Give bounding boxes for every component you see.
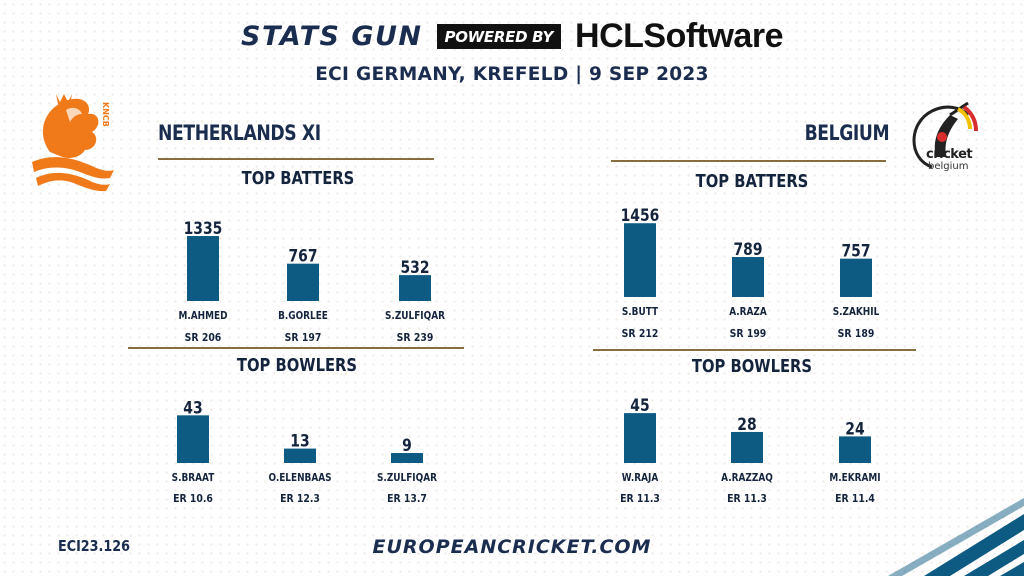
graphic-code: ECI23.126 bbox=[58, 537, 131, 555]
bar-szulfiqar bbox=[391, 453, 423, 463]
chart-bowlers-netherlands: 43 S.BRAAT ER 10.6 13 O.ELENBAAS ER 12.3 9 S.ZU… bbox=[172, 398, 438, 505]
chart-batters-belgium: 1456 S.BUTT SR 212 789 A.RAZA SR 199 757 S.ZAKH… bbox=[621, 206, 880, 340]
bar-bgorlee bbox=[287, 263, 319, 301]
player-name-label: W.RAJA bbox=[622, 472, 659, 484]
player-rate-label: ER 13.7 bbox=[387, 493, 427, 505]
player-name-label: A.RAZA bbox=[729, 306, 767, 318]
lion-icon bbox=[32, 94, 114, 192]
sponsor-logo-text: HCLSoftware bbox=[575, 16, 783, 55]
bar-szakhil bbox=[840, 258, 872, 297]
team-divider-left bbox=[158, 158, 434, 160]
bar-value-label: 1335 bbox=[184, 219, 223, 239]
team-name-netherlands: NETHERLANDS XI bbox=[158, 121, 321, 145]
bar-sbraat bbox=[177, 415, 209, 463]
player-name-label: O.ELENBAAS bbox=[268, 472, 331, 484]
player-rate-label: ER 11.4 bbox=[835, 493, 875, 505]
team-divider-right bbox=[611, 160, 886, 162]
section-title-bowlers-left: TOP BOWLERS bbox=[236, 355, 358, 376]
bar-mekrami bbox=[839, 436, 871, 463]
player-rate-label: SR 206 bbox=[185, 332, 222, 344]
bar-araza bbox=[732, 257, 764, 297]
section-title-batters-left: TOP BATTERS bbox=[241, 168, 355, 189]
bar-value-label: 532 bbox=[400, 258, 429, 278]
kncb-text: KNCB bbox=[101, 102, 110, 127]
player-rate-label: SR 212 bbox=[622, 328, 659, 340]
player-rate-label: ER 10.6 bbox=[173, 493, 213, 505]
bar-value-label: 767 bbox=[288, 246, 317, 266]
player-name-label: S.BUTT bbox=[622, 306, 659, 318]
section-divider-left bbox=[128, 347, 464, 349]
player-rate-label: SR 199 bbox=[730, 328, 767, 340]
player-name-label: B.GORLEE bbox=[278, 310, 328, 322]
venue-date: ECI GERMANY, KREFELD | 9 SEP 2023 bbox=[315, 64, 709, 85]
bar-value-label: 1456 bbox=[621, 206, 660, 226]
bar-value-label: 13 bbox=[290, 431, 309, 451]
bar-mahmed bbox=[187, 236, 219, 301]
powered-by-badge: POWERED BY bbox=[436, 23, 562, 49]
section-divider-right bbox=[593, 349, 916, 351]
chart-bowlers-belgium: 45 W.RAJA ER 11.3 28 A.RAZZAQ ER 11.3 24 M.EKRA… bbox=[620, 396, 881, 505]
bar-wraja bbox=[624, 413, 656, 463]
player-rate-label: ER 11.3 bbox=[727, 493, 767, 505]
section-title-batters-right: TOP BATTERS bbox=[695, 171, 809, 192]
player-name-label: M.EKRAMI bbox=[829, 472, 880, 484]
player-name-label: S.ZAKHIL bbox=[833, 306, 880, 318]
player-rate-label: SR 189 bbox=[838, 328, 875, 340]
player-rate-label: ER 12.3 bbox=[280, 493, 320, 505]
player-name-label: S.ZULFIQAR bbox=[385, 310, 445, 322]
bar-szulfiqar bbox=[399, 275, 431, 301]
bar-value-label: 43 bbox=[183, 398, 202, 418]
bar-oelenbaas bbox=[284, 448, 316, 463]
player-name-label: M.AHMED bbox=[179, 310, 228, 322]
bar-sbutt bbox=[624, 223, 656, 297]
bar-value-label: 24 bbox=[845, 419, 865, 439]
bar-value-label: 9 bbox=[402, 436, 412, 456]
bar-value-label: 45 bbox=[630, 396, 649, 416]
decorative-stripes bbox=[888, 498, 1024, 576]
player-name-label: A.RAZZAQ bbox=[721, 472, 773, 484]
team-name-belgium: BELGIUM bbox=[804, 121, 889, 145]
belgium-word: belgium bbox=[928, 161, 969, 172]
bar-arazzaq bbox=[731, 431, 763, 463]
bar-value-label: 789 bbox=[733, 240, 762, 260]
player-rate-label: SR 239 bbox=[397, 332, 434, 344]
bar-value-label: 28 bbox=[737, 415, 756, 435]
bar-value-label: 757 bbox=[841, 241, 870, 261]
cricket-belgium-icon bbox=[912, 101, 978, 169]
player-rate-label: SR 197 bbox=[285, 332, 322, 344]
player-name-label: S.BRAAT bbox=[172, 472, 215, 484]
cricket-word: cricket bbox=[926, 147, 973, 162]
cricket-belgium-logo: cricket belgium bbox=[902, 97, 998, 177]
player-rate-label: ER 11.3 bbox=[620, 493, 660, 505]
stats-gun-title: STATS GUN bbox=[241, 20, 423, 52]
section-title-bowlers-right: TOP BOWLERS bbox=[691, 356, 813, 377]
chart-batters-netherlands: 1335 M.AHMED SR 206 767 B.GORLEE SR 197 532 S.Z… bbox=[179, 219, 446, 345]
website-link[interactable]: EUROPEANCRICKET.COM bbox=[372, 536, 652, 558]
header-brand: STATS GUN POWERED BY HCLSoftware bbox=[0, 14, 1024, 58]
knvb-lion-logo: KNCB bbox=[30, 92, 118, 192]
player-name-label: S.ZULFIQAR bbox=[377, 472, 437, 484]
